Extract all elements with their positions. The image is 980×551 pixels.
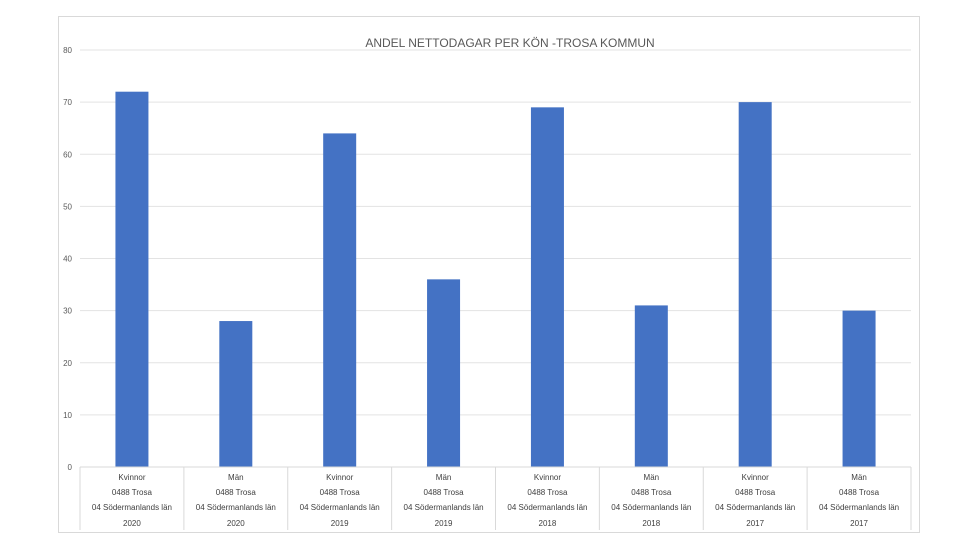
chart-title: ANDEL NETTODAGAR PER KÖN -TROSA KOMMUN: [365, 36, 654, 50]
bar: [219, 321, 253, 467]
category-label-county: 04 Södermanlands län: [819, 503, 899, 512]
category-label-year: 2018: [642, 519, 660, 528]
y-axis-ticks: 0 10 20 30 40 50 60 70 80: [63, 46, 72, 472]
y-tick-label: 0: [68, 463, 73, 472]
y-tick-label: 30: [63, 307, 72, 316]
category-label-municipality: 0488 Trosa: [527, 488, 568, 497]
bar: [427, 279, 461, 467]
category-label-year: 2018: [539, 519, 557, 528]
y-tick-label: 50: [63, 202, 72, 211]
category-label-municipality: 0488 Trosa: [112, 488, 153, 497]
bar: [115, 91, 149, 467]
category-label-municipality: 0488 Trosa: [631, 488, 672, 497]
category-label-county: 04 Södermanlands län: [715, 503, 795, 512]
y-tick-label: 70: [63, 98, 72, 107]
category-label-municipality: 0488 Trosa: [216, 488, 257, 497]
bar: [323, 133, 357, 467]
category-label-county: 04 Södermanlands län: [611, 503, 691, 512]
category-label-gender: Män: [228, 473, 244, 482]
y-tick-label: 40: [63, 255, 72, 264]
y-tick-label: 10: [63, 411, 72, 420]
category-label-county: 04 Södermanlands län: [404, 503, 484, 512]
bar: [530, 107, 564, 468]
category-label-municipality: 0488 Trosa: [839, 488, 880, 497]
category-label-county: 04 Södermanlands län: [196, 503, 276, 512]
category-table: Kvinnor 0488 Trosa 04 Södermanlands län 202…: [79, 466, 912, 530]
gridlines: [80, 49, 911, 468]
category-label-year: 2017: [746, 519, 764, 528]
category-label-gender: Män: [436, 473, 452, 482]
category-label-gender: Män: [644, 473, 660, 482]
bar: [842, 310, 876, 467]
category-label-gender: Kvinnor: [742, 473, 769, 482]
bar: [738, 102, 772, 467]
category-label-municipality: 0488 Trosa: [735, 488, 776, 497]
category-label-gender: Kvinnor: [534, 473, 561, 482]
category-label-county: 04 Södermanlands län: [92, 503, 172, 512]
category-label-gender: Kvinnor: [326, 473, 353, 482]
category-label-county: 04 Södermanlands län: [507, 503, 587, 512]
category-label-gender: Män: [851, 473, 867, 482]
category-label-gender: Kvinnor: [118, 473, 145, 482]
category-label-municipality: 0488 Trosa: [424, 488, 465, 497]
category-label-year: 2020: [123, 519, 141, 528]
y-tick-label: 80: [63, 46, 72, 55]
category-label-year: 2019: [331, 519, 349, 528]
category-label-year: 2020: [227, 519, 245, 528]
bar: [634, 305, 668, 467]
category-label-year: 2017: [850, 519, 868, 528]
y-tick-label: 20: [63, 359, 72, 368]
bars: [115, 91, 876, 468]
category-label-municipality: 0488 Trosa: [320, 488, 361, 497]
y-tick-label: 60: [63, 150, 72, 159]
category-label-county: 04 Södermanlands län: [300, 503, 380, 512]
category-label-year: 2019: [435, 519, 453, 528]
